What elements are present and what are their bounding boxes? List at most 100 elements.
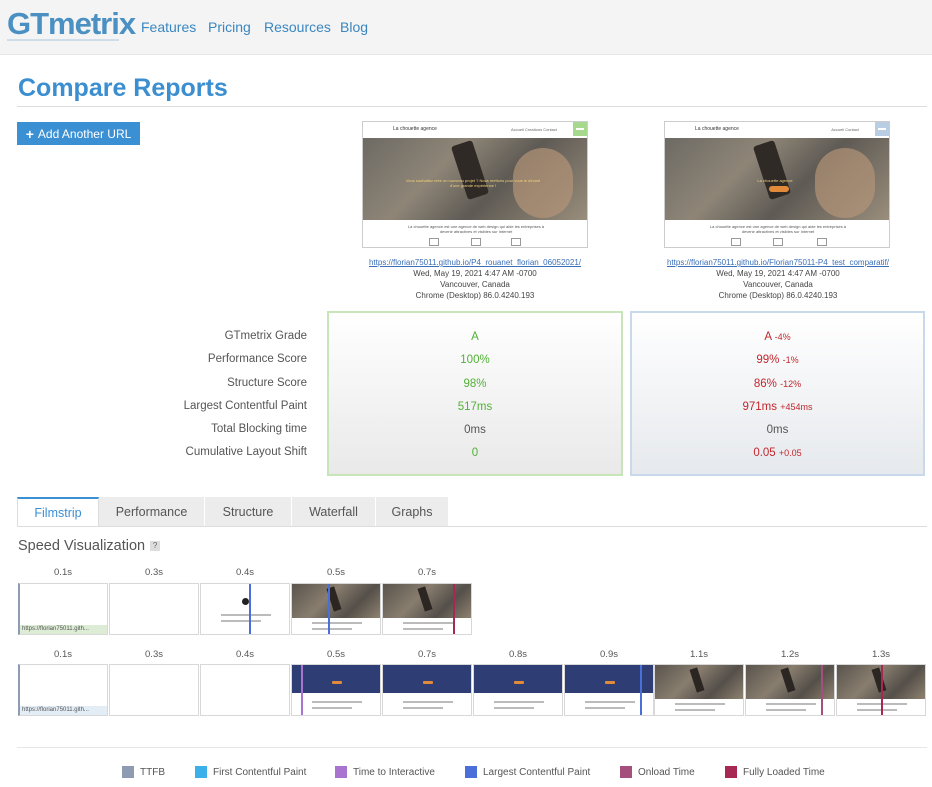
report-a-url-link[interactable]: https://florian75011.github.io/P4_rouane… — [368, 258, 581, 267]
nav-blog[interactable]: Blog — [340, 19, 369, 35]
tab-waterfall[interactable]: Waterfall — [292, 497, 376, 527]
legend-fully-loaded: Fully Loaded Time — [725, 766, 825, 778]
report-tabs: Filmstrip Performance Structure Waterfal… — [17, 497, 449, 527]
b-performance: 99% -1% — [632, 351, 923, 374]
filmstrip-frame[interactable]: https://florian75011.gith... — [18, 664, 108, 716]
tab-structure[interactable]: Structure — [205, 497, 292, 527]
b-grade-value: A — [764, 331, 772, 343]
b-grade-delta: -4% — [774, 332, 791, 342]
speed-visualization-label: Speed Visualization — [18, 538, 146, 554]
tab-graphs[interactable]: Graphs — [376, 497, 449, 527]
filmstrip-frame[interactable] — [291, 664, 381, 716]
a-grade: A — [471, 331, 479, 343]
thumb-sub-text: La chouette agence est une agence de web… — [407, 224, 545, 234]
report-b-browser: Chrome (Desktop) 86.0.4240.193 — [718, 291, 838, 300]
label-performance-score: Performance Score — [207, 353, 307, 366]
legend-fcp: First Contentful Paint — [195, 766, 306, 778]
filmstrip-frame[interactable] — [564, 664, 654, 716]
legend-onload: Onload Time — [620, 766, 695, 778]
b-structure: 86% -12% — [632, 375, 923, 398]
filmstrip-frame[interactable] — [745, 664, 835, 716]
filmstrip-time: 0.9s — [600, 649, 618, 660]
fully-loaded-swatch — [725, 766, 737, 778]
gtmetrix-logo[interactable]: GTmetrix — [7, 6, 136, 41]
legend-tti: Time to Interactive — [335, 766, 435, 778]
filmstrip-frame[interactable] — [200, 583, 290, 635]
filmstrip-frame[interactable] — [109, 583, 199, 635]
label-structure-score: Structure Score — [227, 376, 307, 389]
thumb-brand: La chouette agence — [393, 126, 437, 132]
collapse-icon[interactable] — [573, 122, 587, 136]
help-icon[interactable]: ? — [150, 541, 161, 551]
filmstrip-time: 0.5s — [327, 567, 345, 578]
thumb-sub-text: La chouette agence est une agence de web… — [709, 224, 847, 234]
filmstrip-frame[interactable] — [473, 664, 563, 716]
nav-features[interactable]: Features — [141, 19, 197, 35]
filmstrip-time: 1.2s — [781, 649, 799, 660]
nav-pricing[interactable]: Pricing — [208, 19, 251, 35]
legend-label: TTFB — [140, 766, 165, 778]
filmstrip-time: 0.4s — [236, 649, 254, 660]
report-b-screenshot[interactable]: La chouette agence Accueil Contact La ch… — [664, 121, 890, 248]
filmstrip-frame[interactable] — [654, 664, 744, 716]
tti-swatch — [335, 766, 347, 778]
legend-label: Onload Time — [638, 766, 695, 778]
page-title: Compare Reports — [18, 74, 228, 102]
filmstrip-time: 1.1s — [690, 649, 708, 660]
thumb-hero-text: La chouette agence — [757, 178, 793, 183]
report-b-url-link[interactable]: https://florian75011.github.io/Florian75… — [666, 258, 890, 267]
thumb-hero-image: La chouette agence — [665, 138, 889, 220]
b-performance-delta: -1% — [782, 355, 799, 366]
thumb-hero-text: Vous souhaitez crée un nouveau projet ? … — [405, 178, 541, 188]
report-a-screenshot[interactable]: La chouette agence Accueil Creations Con… — [362, 121, 588, 248]
legend-lcp: Largest Contentful Paint — [465, 766, 590, 778]
legend-divider — [17, 747, 927, 748]
nav-resources[interactable]: Resources — [264, 19, 331, 35]
report-a-metrics: A 100% 98% 517ms 0ms 0 — [327, 311, 623, 476]
legend-label: Largest Contentful Paint — [483, 766, 591, 778]
fcp-swatch — [195, 766, 207, 778]
b-lcp-value: 971ms — [742, 400, 778, 413]
label-tbt: Total Blocking time — [211, 423, 307, 436]
b-lcp: 971ms +454ms — [632, 398, 923, 421]
b-performance-value: 99% — [756, 354, 780, 367]
filmstrip-time: 0.8s — [509, 649, 527, 660]
a-lcp: 517ms — [457, 400, 493, 413]
tabs-divider — [17, 526, 927, 527]
collapse-icon[interactable] — [875, 122, 889, 136]
filmstrip-frame[interactable] — [291, 583, 381, 635]
filmstrip-time: 0.1s — [54, 567, 72, 578]
b-structure-delta: -12% — [780, 378, 802, 389]
tab-filmstrip[interactable]: Filmstrip — [17, 497, 99, 527]
label-lcp: Largest Contentful Paint — [183, 399, 307, 412]
add-another-url-button[interactable]: + Add Another URL — [17, 122, 140, 145]
add-another-url-label: Add Another URL — [37, 126, 132, 141]
filmstrip-time: 0.7s — [418, 567, 436, 578]
metric-labels: GTmetrix Grade Performance Score Structu… — [150, 327, 307, 467]
label-gtmetrix-grade: GTmetrix Grade — [224, 330, 307, 342]
filmstrip-frame[interactable] — [109, 664, 199, 716]
speed-visualization-title: Speed Visualization? — [18, 538, 161, 554]
filmstrip-frame[interactable] — [836, 664, 926, 716]
b-cls-value: 0.05 — [753, 447, 776, 460]
filmstrip-time: 0.7s — [418, 649, 436, 660]
report-a-date: Wed, May 19, 2021 4:47 AM -0700 — [413, 269, 537, 278]
filmstrip-frame[interactable] — [382, 583, 472, 635]
b-cls: 0.05 +0.05 — [632, 444, 923, 467]
tab-performance[interactable]: Performance — [99, 497, 205, 527]
filmstrip-frame[interactable]: https://florian75011.gith... — [18, 583, 108, 635]
filmstrip-frame[interactable] — [200, 664, 290, 716]
filmstrip-frame[interactable] — [382, 664, 472, 716]
legend-label: Time to Interactive — [353, 766, 435, 778]
filmstrip-time: 0.3s — [145, 649, 163, 660]
lcp-swatch — [465, 766, 477, 778]
thumb-menu: Accueil Creations Contact — [510, 127, 557, 132]
filmstrip-time: 0.5s — [327, 649, 345, 660]
thumb-brand: La chouette agence — [695, 126, 739, 132]
filmstrip-time: 0.4s — [236, 567, 254, 578]
title-divider — [17, 106, 927, 107]
filmstrip-time: 0.3s — [145, 567, 163, 578]
a-cls: 0 — [471, 447, 479, 460]
report-a-browser: Chrome (Desktop) 86.0.4240.193 — [415, 291, 535, 300]
b-tbt-value: 0ms — [766, 424, 789, 437]
